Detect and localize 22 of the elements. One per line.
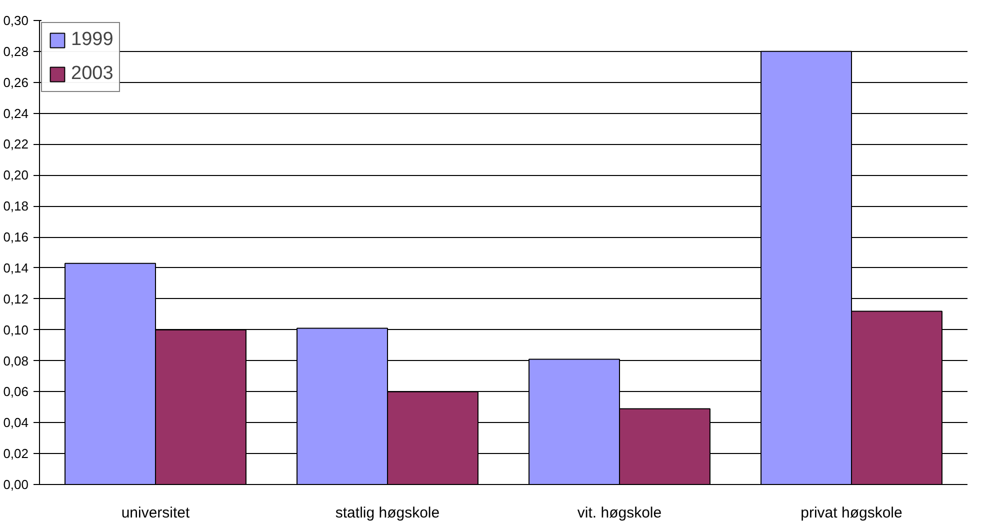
x-tick-label: vit. høgskole <box>577 504 662 522</box>
y-tick-label: 0,24 <box>3 106 29 121</box>
y-tick-label: 0,10 <box>3 322 29 338</box>
y-tick-label: 0,16 <box>3 230 29 245</box>
y-tick-label: 0,14 <box>3 260 29 276</box>
y-tick-label: 0,20 <box>3 168 29 183</box>
y-tick-label: 0,28 <box>3 44 29 59</box>
y-tick-label: 0,22 <box>3 136 29 152</box>
y-tick-label: 0,06 <box>3 384 29 400</box>
x-tick-label: universitet <box>121 504 191 522</box>
y-tick-label: 0,04 <box>3 415 29 430</box>
legend-label: 2003 <box>71 63 114 85</box>
y-tick-label: 0,26 <box>3 74 29 90</box>
y-tick-label: 0,30 <box>3 13 29 28</box>
x-tick-label: statlig høgskole <box>335 504 440 522</box>
y-tick-label: 0,08 <box>3 353 29 368</box>
y-tick-label: 0,18 <box>3 198 29 214</box>
y-tick-label: 0,02 <box>3 446 29 462</box>
x-tick-label: privat høgskole <box>800 504 902 522</box>
y-tick-label: 0,12 <box>3 291 29 306</box>
legend-label: 1999 <box>71 29 114 51</box>
y-tick-label: 0,00 <box>3 477 29 492</box>
